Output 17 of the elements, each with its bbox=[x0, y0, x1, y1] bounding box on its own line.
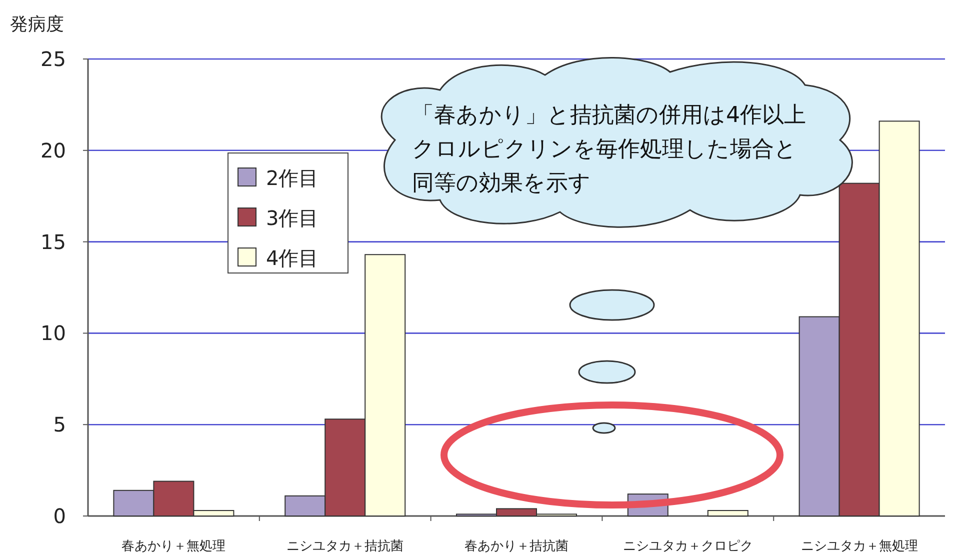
bar bbox=[707, 510, 748, 516]
legend-label: 4作目 bbox=[266, 246, 319, 270]
x-tick-label: ニシユタカ＋拮抗菌 bbox=[286, 539, 404, 554]
x-tick-label: 春あかり＋無処理 bbox=[122, 539, 226, 554]
x-tick-label: ニシユタカ＋クロピク bbox=[622, 539, 753, 554]
x-tick-label: 春あかり＋拮抗菌 bbox=[464, 539, 568, 554]
annotation: 「春あかり」と拮抗菌の併用は4作以上クロルピクリンを毎作処理した場合と同等の効果を示す bbox=[412, 103, 806, 196]
y-tick-label: 0 bbox=[53, 504, 66, 528]
y-tick-label: 20 bbox=[40, 138, 66, 162]
legend-label: 2作目 bbox=[266, 166, 319, 190]
y-tick-label: 15 bbox=[40, 230, 66, 254]
y-tick-label: 25 bbox=[40, 47, 66, 71]
y-tick-label: 5 bbox=[53, 412, 66, 437]
y-axis-title: 発病度 bbox=[10, 14, 64, 35]
legend-label: 3作目 bbox=[266, 206, 319, 230]
x-tick-label: ニシユタカ＋無処理 bbox=[800, 539, 918, 554]
y-tick-label: 10 bbox=[40, 321, 66, 346]
